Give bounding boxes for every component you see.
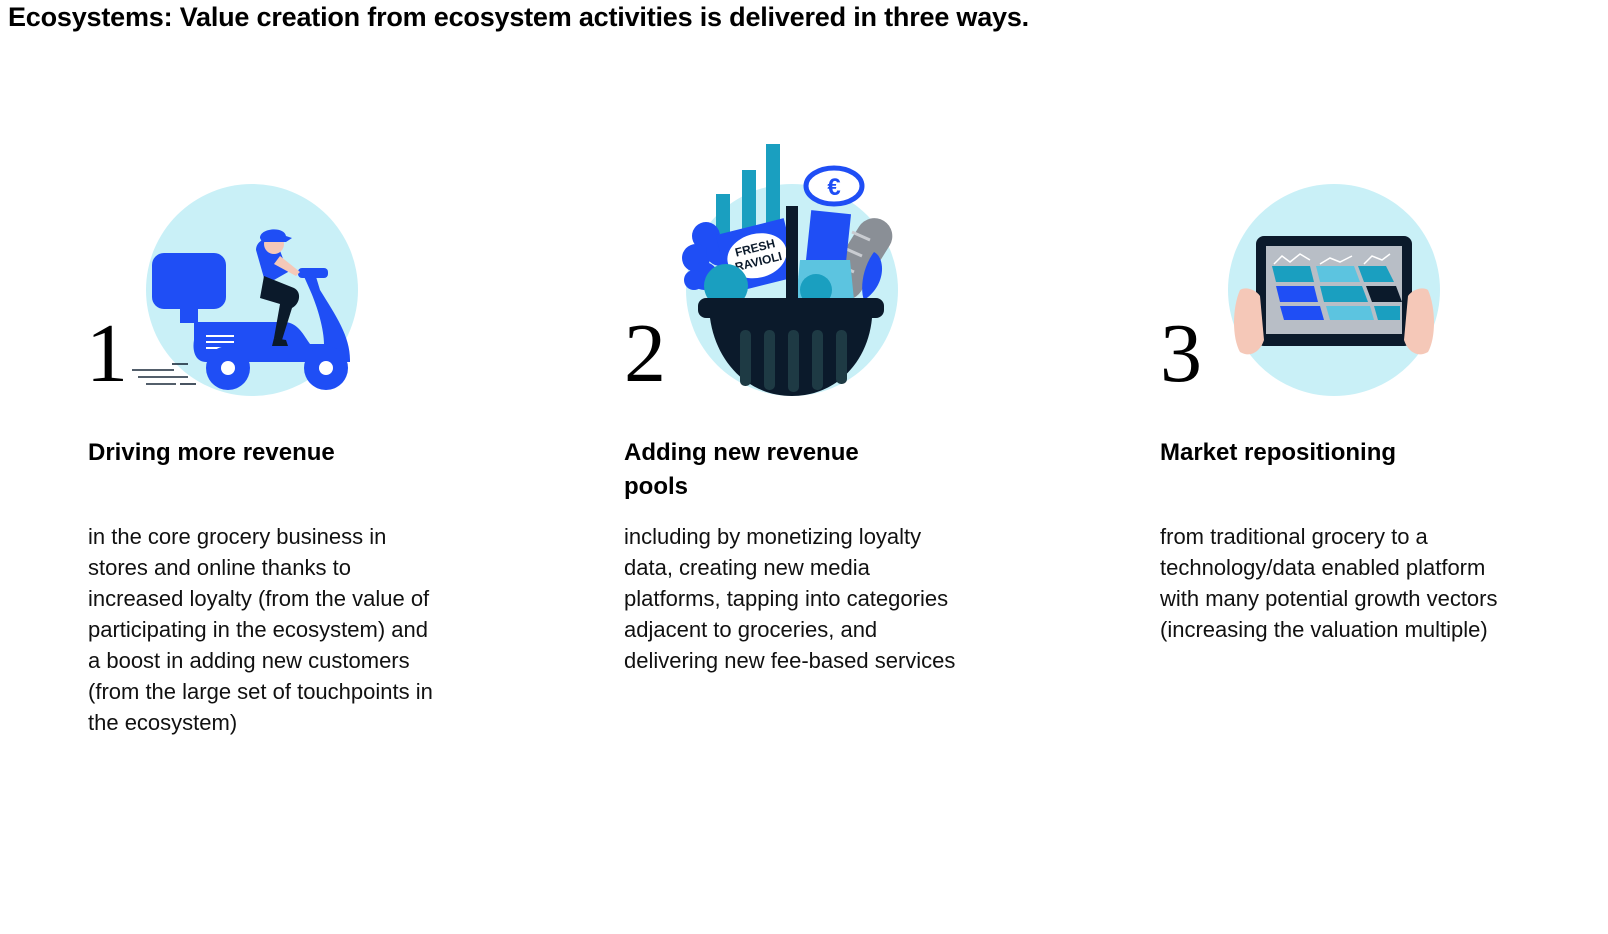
step-heading-2: Adding new revenue pools — [624, 439, 859, 500]
step-number-1: 1 — [86, 307, 128, 400]
basket-handle — [786, 206, 798, 302]
broccoli — [682, 222, 734, 290]
step-heading-3: Market repositioning — [1160, 439, 1397, 466]
step-number-3: 3 — [1160, 307, 1202, 400]
step-body-1: in the core grocery business in stores a… — [88, 524, 433, 735]
step-body-2: including by monetizing loyalty data, cr… — [624, 524, 956, 673]
speed-lines — [132, 363, 196, 385]
scooter-delivery-icon — [88, 140, 508, 410]
basket-rim — [698, 298, 884, 318]
euro-symbol: € — [827, 174, 840, 201]
left-hand — [1234, 288, 1264, 355]
step-card-2: € — [624, 0, 1044, 934]
right-hand — [1404, 288, 1434, 355]
rider-legs — [260, 276, 300, 340]
dashboard-sparklines — [1273, 253, 1391, 265]
dashboard-tiles — [1272, 266, 1402, 320]
page-title: Ecosystems: Value creation from ecosyste… — [8, 2, 1029, 32]
scooter-body — [193, 270, 350, 362]
delivery-box — [152, 253, 226, 309]
grocery-basket-icon: € — [624, 140, 1044, 410]
step-body-3: from traditional grocery to a technology… — [1160, 524, 1498, 642]
step-card-1: 1 Driving more revenue in the core groce… — [86, 0, 508, 934]
step-number-2: 2 — [624, 307, 666, 400]
euro-badge: € — [803, 165, 865, 207]
rider-cap — [260, 229, 292, 242]
blue-bag — [804, 210, 852, 274]
tablet-illustration — [1228, 184, 1440, 396]
produce-ball — [704, 264, 748, 308]
fish — [862, 252, 883, 300]
rider-torso — [256, 238, 288, 280]
bar-chart-marks — [716, 144, 780, 234]
tablet-data-icon — [1160, 140, 1580, 410]
basket-illustration: € — [682, 144, 898, 396]
basket-slots — [740, 330, 847, 392]
step-card-3: 3 Market repositioning from traditional … — [1160, 0, 1580, 934]
rider-arm — [274, 256, 300, 276]
step-heading-1: Driving more revenue — [88, 439, 335, 466]
scooter-illustration — [132, 184, 358, 396]
